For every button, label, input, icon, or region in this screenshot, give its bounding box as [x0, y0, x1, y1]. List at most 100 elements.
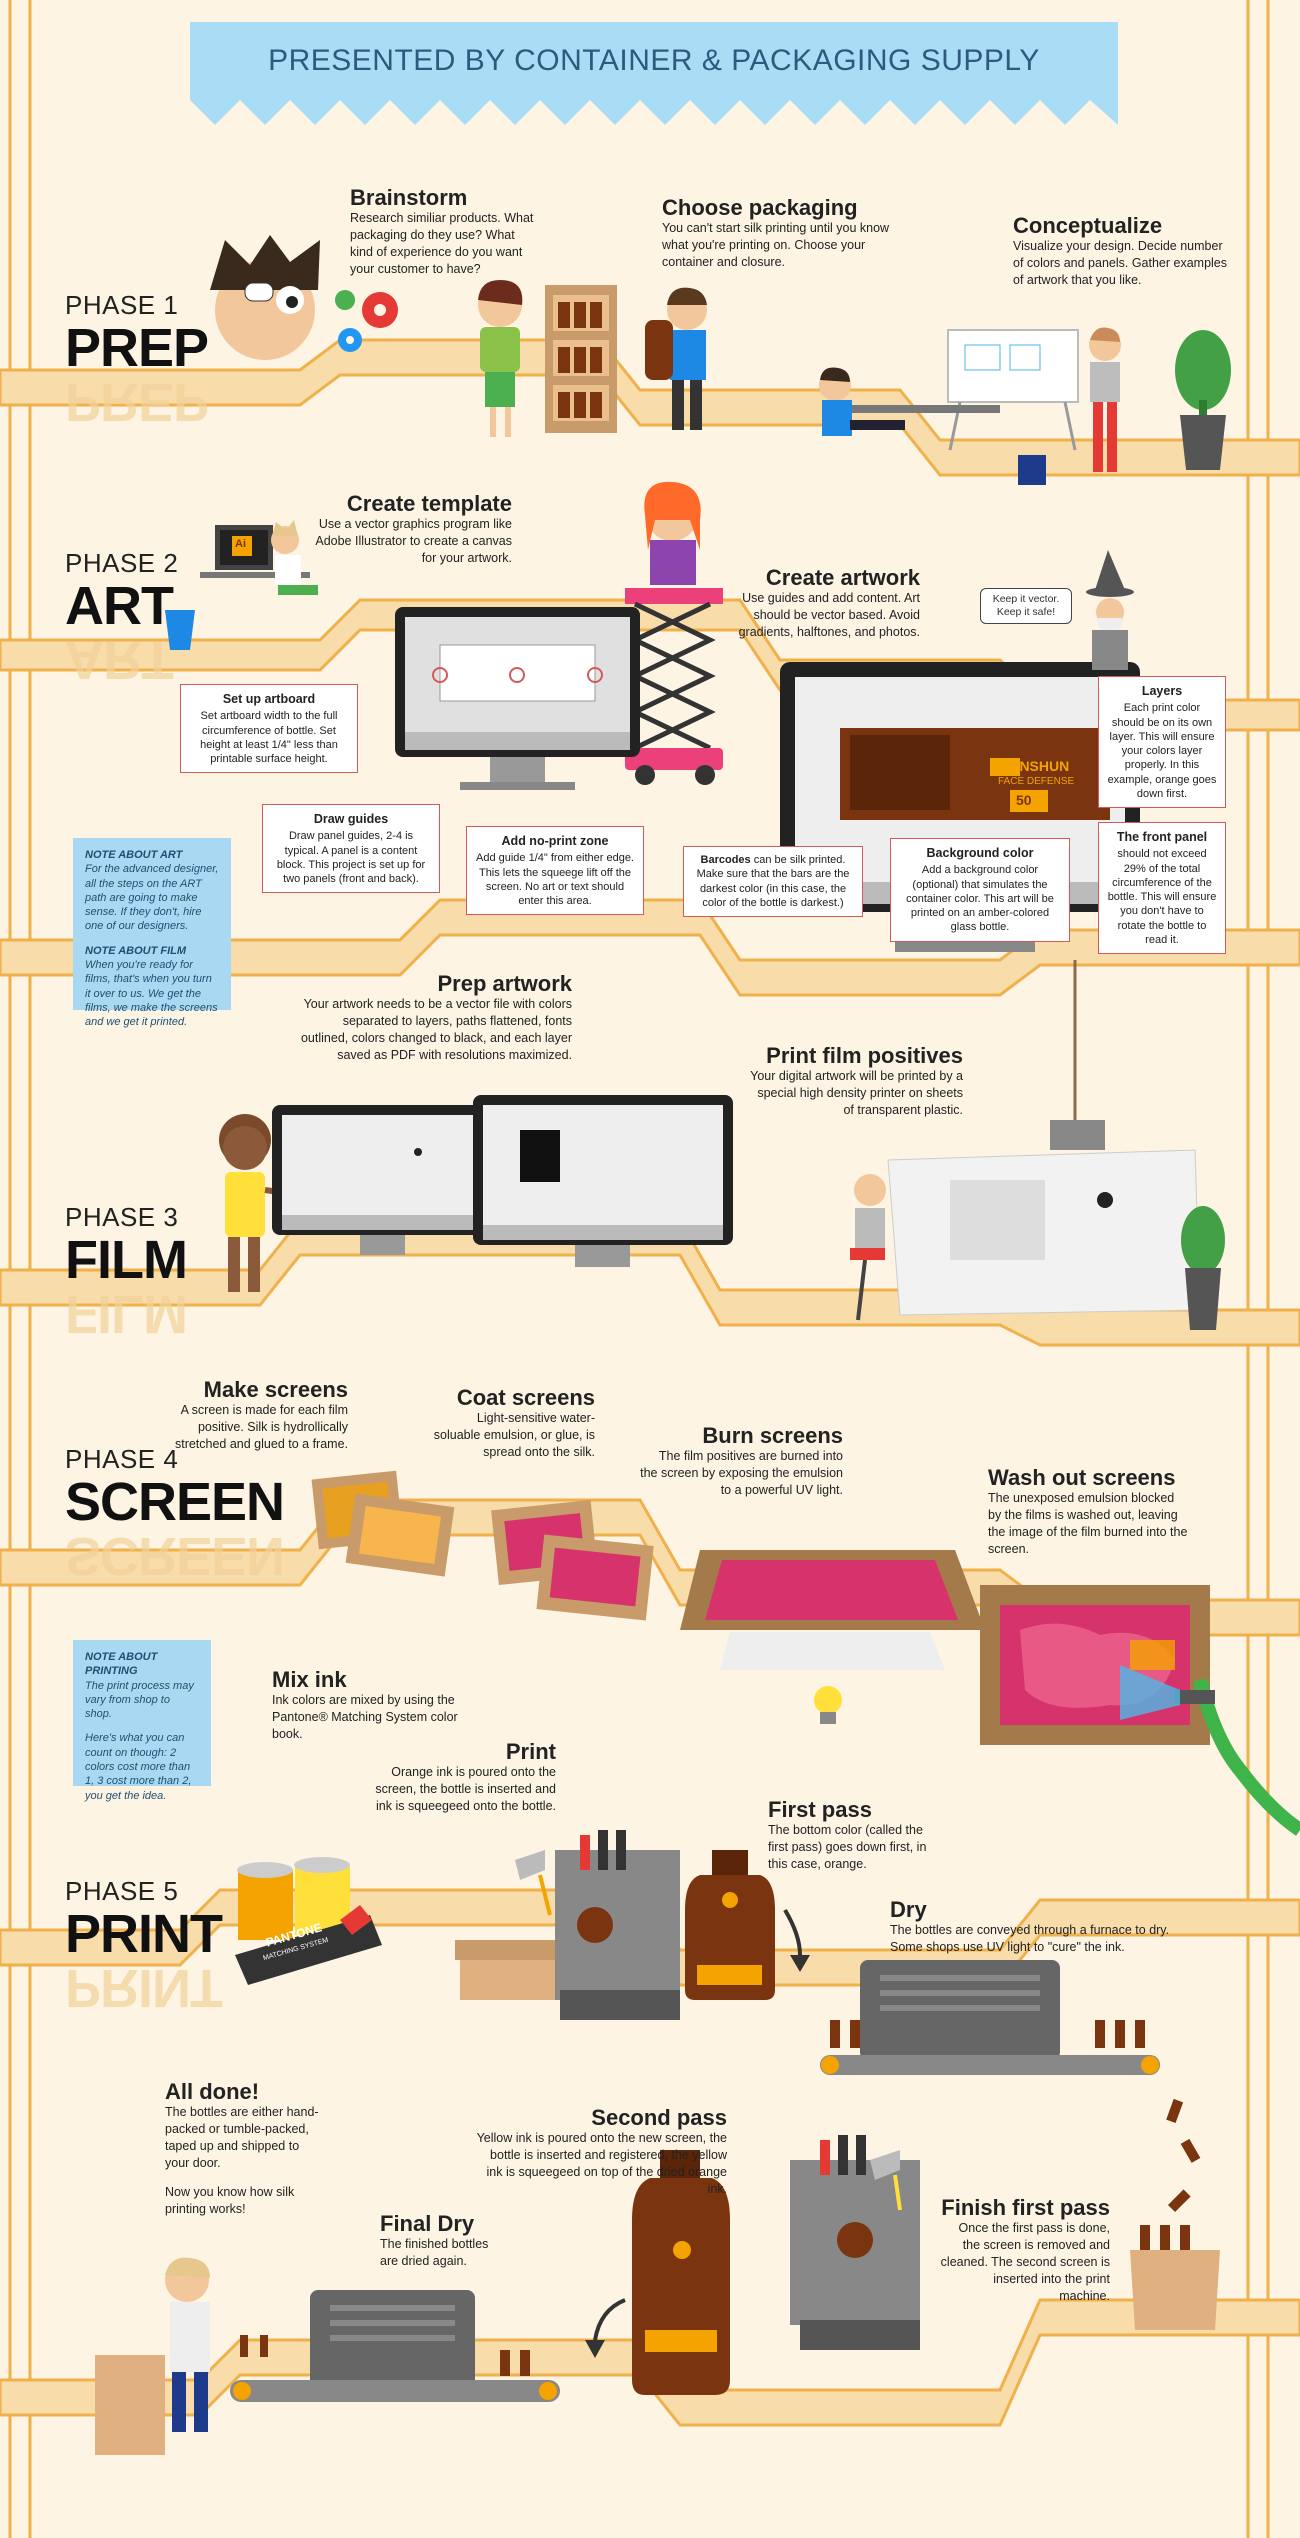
- phase-1-name: PREP: [65, 318, 209, 378]
- step-body: Visualize your design. Decide number of …: [1013, 239, 1228, 287]
- wizard-illustration: [1086, 550, 1134, 670]
- step-wash-out-screens: Wash out screens The unexposed emulsion …: [988, 1465, 1188, 1558]
- print-machine-2-illustration: [790, 2135, 920, 2350]
- note-text: When you're ready for films, that's when…: [85, 959, 218, 1029]
- step-title: Burn screens: [702, 1423, 843, 1448]
- bubble-text: Keep it vector. Keep it safe!: [992, 593, 1060, 619]
- step-body: The bottom color (called the first pass)…: [768, 1823, 927, 1871]
- step-prep-artwork: Prep artwork Your artwork needs to be a …: [300, 971, 572, 1064]
- step-body: The unexposed emulsion blocked by the fi…: [988, 1491, 1188, 1556]
- banner-title: PRESENTED BY CONTAINER & PACKAGING SUPPL…: [268, 44, 1040, 77]
- callout-body: should not exceed 29% of the total circu…: [1107, 848, 1217, 947]
- phase-4-label: PHASE 4: [65, 1444, 179, 1474]
- callout-title: Barcodes: [700, 854, 751, 866]
- step-title: First pass: [768, 1797, 872, 1822]
- note-text: Here's what you can count on though: 2 c…: [85, 1732, 192, 1802]
- callout-body: can be silk printed. Make sure that the …: [696, 854, 850, 909]
- step-choose-packaging: Choose packaging You can't start silk pr…: [662, 195, 892, 271]
- note-title: NOTE ABOUT PRINTING: [85, 1651, 158, 1678]
- step-title: Mix ink: [272, 1667, 347, 1692]
- bottle-shelf-illustration: [545, 285, 617, 433]
- step-dry: Dry The bottles are conveyed through a f…: [890, 1897, 1180, 1956]
- plant-illustration: [1175, 330, 1231, 470]
- note-about-printing: NOTE ABOUT PRINTING The print process ma…: [73, 1640, 211, 1802]
- final-dryer-illustration: [230, 2290, 560, 2402]
- callout-body: Add a background color (optional) that s…: [906, 864, 1054, 934]
- phase-5-label: PHASE 5: [65, 1876, 179, 1906]
- washout-screen-illustration: [980, 1585, 1300, 1836]
- callout-no-print-zone: Add no-print zone Add guide 1/4" from ei…: [466, 826, 644, 916]
- step-body: Yellow ink is poured onto the new screen…: [476, 2131, 727, 2196]
- callout-body: Each print color should be on its own la…: [1107, 702, 1217, 801]
- step-all-done: All done! The bottles are either hand-pa…: [165, 2079, 325, 2217]
- step-final-dry: Final Dry The finished bottles are dried…: [380, 2211, 500, 2270]
- step-body: You can't start silk printing until you …: [662, 221, 890, 269]
- step-body: The bottles are either hand-packed or tu…: [165, 2105, 319, 2170]
- step-create-artwork: Create artwork Use guides and add conten…: [720, 565, 920, 641]
- step-title: Print film positives: [766, 1043, 963, 1068]
- callout-title: Set up artboard: [222, 692, 316, 706]
- callout-background-color: Background color Add a background color …: [890, 838, 1070, 942]
- callout-body: Set artboard width to the full circumfer…: [200, 710, 338, 766]
- step-body: Research similiar products. What packagi…: [350, 211, 534, 276]
- note-text: For the advanced designer, all the steps…: [85, 863, 219, 933]
- step-second-pass: Second pass Yellow ink is poured onto th…: [475, 2105, 727, 2198]
- step-title: Print: [505, 1739, 556, 1764]
- step-title: Brainstorm: [350, 185, 468, 210]
- step-title: Wash out screens: [988, 1465, 1176, 1490]
- step-body: The bottles are conveyed through a furna…: [890, 1923, 1170, 1955]
- step-body: The film positives are burned into the s…: [640, 1449, 843, 1497]
- step-create-template: Create template Use a vector graphics pr…: [300, 491, 512, 567]
- step-title: Coat screens: [456, 1385, 595, 1410]
- callout-body: Draw panel guides, 2-4 is typical. A pan…: [276, 830, 426, 886]
- step-title: Make screens: [203, 1377, 348, 1402]
- callout-front-panel: The front panel should not exceed 29% of…: [1098, 822, 1226, 955]
- note-title: NOTE ABOUT FILM: [85, 944, 187, 957]
- phase-2-label: PHASE 2: [65, 548, 179, 578]
- monitor-template-illustration: [395, 607, 640, 790]
- phase-4-name: SCREEN: [65, 1472, 285, 1532]
- step-burn-screens: Burn screens The film positives are burn…: [640, 1423, 843, 1499]
- second-pass-bottle-illustration: [585, 2150, 730, 2395]
- step-finish-first-pass: Finish first pass Once the first pass is…: [940, 2195, 1110, 2305]
- step-body: Light-sensitive water-soluable emulsion,…: [433, 1411, 595, 1459]
- product-spf-label: 50: [1016, 792, 1032, 808]
- callout-set-up-artboard: Set up artboard Set artboard width to th…: [180, 684, 358, 774]
- ai-icon-label: Ai: [235, 538, 246, 550]
- phase-4-reflection: SCREEN: [65, 1526, 285, 1586]
- step-mix-ink: Mix ink Ink colors are mixed by using th…: [272, 1667, 462, 1743]
- print-machine-1-illustration: [455, 1830, 680, 2020]
- header-zigzag: [190, 100, 1118, 125]
- callout-body: Add guide 1/4" from either edge. This le…: [475, 852, 634, 908]
- tumbling-bottles-illustration: [1130, 2098, 1220, 2330]
- designers-illustration: [819, 327, 1121, 485]
- step-body: Your digital artwork will be printed by …: [750, 1069, 963, 1117]
- step-title: Final Dry: [380, 2211, 475, 2236]
- step-title: Create template: [346, 491, 512, 516]
- note-about-art-and-film: NOTE ABOUT ART For the advanced designer…: [73, 838, 231, 1028]
- callout-title: Layers: [1141, 684, 1183, 698]
- phase-4-heading: PHASE 4 SCREEN SCREEN: [65, 1444, 285, 1586]
- step-title: Finish first pass: [941, 2195, 1110, 2220]
- burn-screen-illustration: [680, 1550, 985, 1724]
- film-sheet-illustration: [850, 960, 1225, 1330]
- step-title: All done!: [165, 2079, 260, 2104]
- man-holding-bottle-illustration: [645, 287, 707, 430]
- woman-presenting-illustration: [219, 1114, 301, 1292]
- phase-2-heading: PHASE 2 ART ART: [65, 548, 179, 690]
- paint-cans-illustration: [235, 1857, 382, 1985]
- step-title: Create artwork: [765, 565, 920, 590]
- first-pass-bottle-illustration: [685, 1850, 810, 2000]
- blank-screens-illustration: [311, 1470, 455, 1577]
- phase-5-heading: PHASE 5 PRINT PRINT: [65, 1876, 223, 2018]
- phase-3-heading: PHASE 3 FILM FILM: [65, 1202, 188, 1344]
- dryer-1-illustration: [820, 1960, 1160, 2075]
- step-body-2: Now you know how silk printing works!: [165, 2184, 295, 2216]
- step-body: A screen is made for each film positive.…: [174, 1403, 348, 1451]
- step-brainstorm: Brainstorm Research similiar products. W…: [350, 185, 540, 278]
- monitor-film-left-illustration: [272, 1105, 487, 1255]
- wizard-speech-bubble: Keep it vector. Keep it safe!: [980, 588, 1072, 625]
- step-print: Print Orange ink is poured onto the scre…: [372, 1739, 556, 1815]
